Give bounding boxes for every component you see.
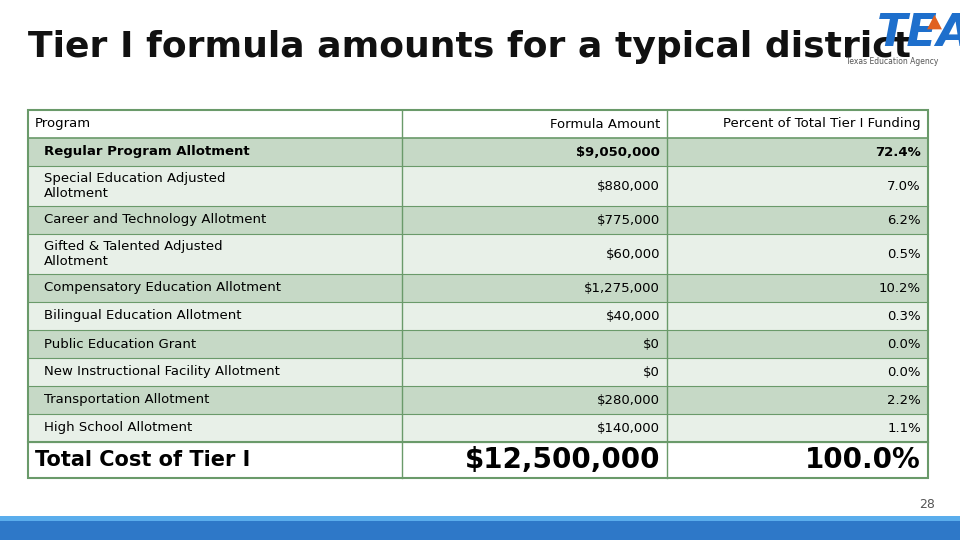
- Text: Career and Technology Allotment: Career and Technology Allotment: [44, 213, 266, 226]
- Text: $60,000: $60,000: [606, 247, 660, 260]
- Bar: [0, 516, 960, 521]
- Text: 7.0%: 7.0%: [887, 179, 921, 192]
- Bar: [28, 206, 928, 234]
- Bar: [28, 358, 928, 386]
- Text: 6.2%: 6.2%: [887, 213, 921, 226]
- Text: $12,500,000: $12,500,000: [465, 446, 660, 474]
- Text: $0: $0: [643, 366, 660, 379]
- Text: ▲: ▲: [927, 12, 942, 31]
- Bar: [28, 386, 928, 414]
- Text: $880,000: $880,000: [597, 179, 660, 192]
- Text: $0: $0: [643, 338, 660, 350]
- Text: 1.1%: 1.1%: [887, 422, 921, 435]
- Bar: [28, 166, 928, 206]
- Text: $280,000: $280,000: [597, 394, 660, 407]
- Text: Gifted & Talented Adjusted
Allotment: Gifted & Talented Adjusted Allotment: [44, 240, 223, 268]
- Text: 28: 28: [919, 498, 935, 511]
- Text: 72.4%: 72.4%: [876, 145, 921, 159]
- Text: TEA: TEA: [876, 12, 960, 55]
- Text: Public Education Grant: Public Education Grant: [44, 338, 196, 350]
- Text: New Instructional Facility Allotment: New Instructional Facility Allotment: [44, 366, 280, 379]
- Bar: [28, 330, 928, 358]
- Text: Texas Education Agency: Texas Education Agency: [847, 57, 939, 66]
- Text: $9,050,000: $9,050,000: [576, 145, 660, 159]
- Text: High School Allotment: High School Allotment: [44, 422, 192, 435]
- Bar: [28, 138, 928, 166]
- Text: 2.2%: 2.2%: [887, 394, 921, 407]
- Text: $1,275,000: $1,275,000: [584, 281, 660, 294]
- Text: 0.0%: 0.0%: [887, 366, 921, 379]
- Text: 0.0%: 0.0%: [887, 338, 921, 350]
- Text: Transportation Allotment: Transportation Allotment: [44, 394, 209, 407]
- Bar: [0, 516, 960, 540]
- Text: 0.3%: 0.3%: [887, 309, 921, 322]
- Text: Special Education Adjusted
Allotment: Special Education Adjusted Allotment: [44, 172, 226, 200]
- Text: $40,000: $40,000: [606, 309, 660, 322]
- Bar: [28, 414, 928, 442]
- Text: Program: Program: [35, 118, 91, 131]
- Bar: [28, 442, 928, 478]
- Text: 0.5%: 0.5%: [887, 247, 921, 260]
- Bar: [28, 302, 928, 330]
- Text: 10.2%: 10.2%: [878, 281, 921, 294]
- Bar: [28, 234, 928, 274]
- Text: Total Cost of Tier I: Total Cost of Tier I: [35, 450, 251, 470]
- Text: $775,000: $775,000: [597, 213, 660, 226]
- Text: Formula Amount: Formula Amount: [550, 118, 660, 131]
- Text: Compensatory Education Allotment: Compensatory Education Allotment: [44, 281, 281, 294]
- Text: Regular Program Allotment: Regular Program Allotment: [44, 145, 250, 159]
- Text: 100.0%: 100.0%: [805, 446, 921, 474]
- Bar: [28, 274, 928, 302]
- Text: Bilingual Education Allotment: Bilingual Education Allotment: [44, 309, 242, 322]
- Text: $140,000: $140,000: [597, 422, 660, 435]
- Text: Tier I formula amounts for a typical district: Tier I formula amounts for a typical dis…: [28, 30, 911, 64]
- Text: Percent of Total Tier I Funding: Percent of Total Tier I Funding: [724, 118, 921, 131]
- Bar: [28, 110, 928, 478]
- Bar: [28, 110, 928, 138]
